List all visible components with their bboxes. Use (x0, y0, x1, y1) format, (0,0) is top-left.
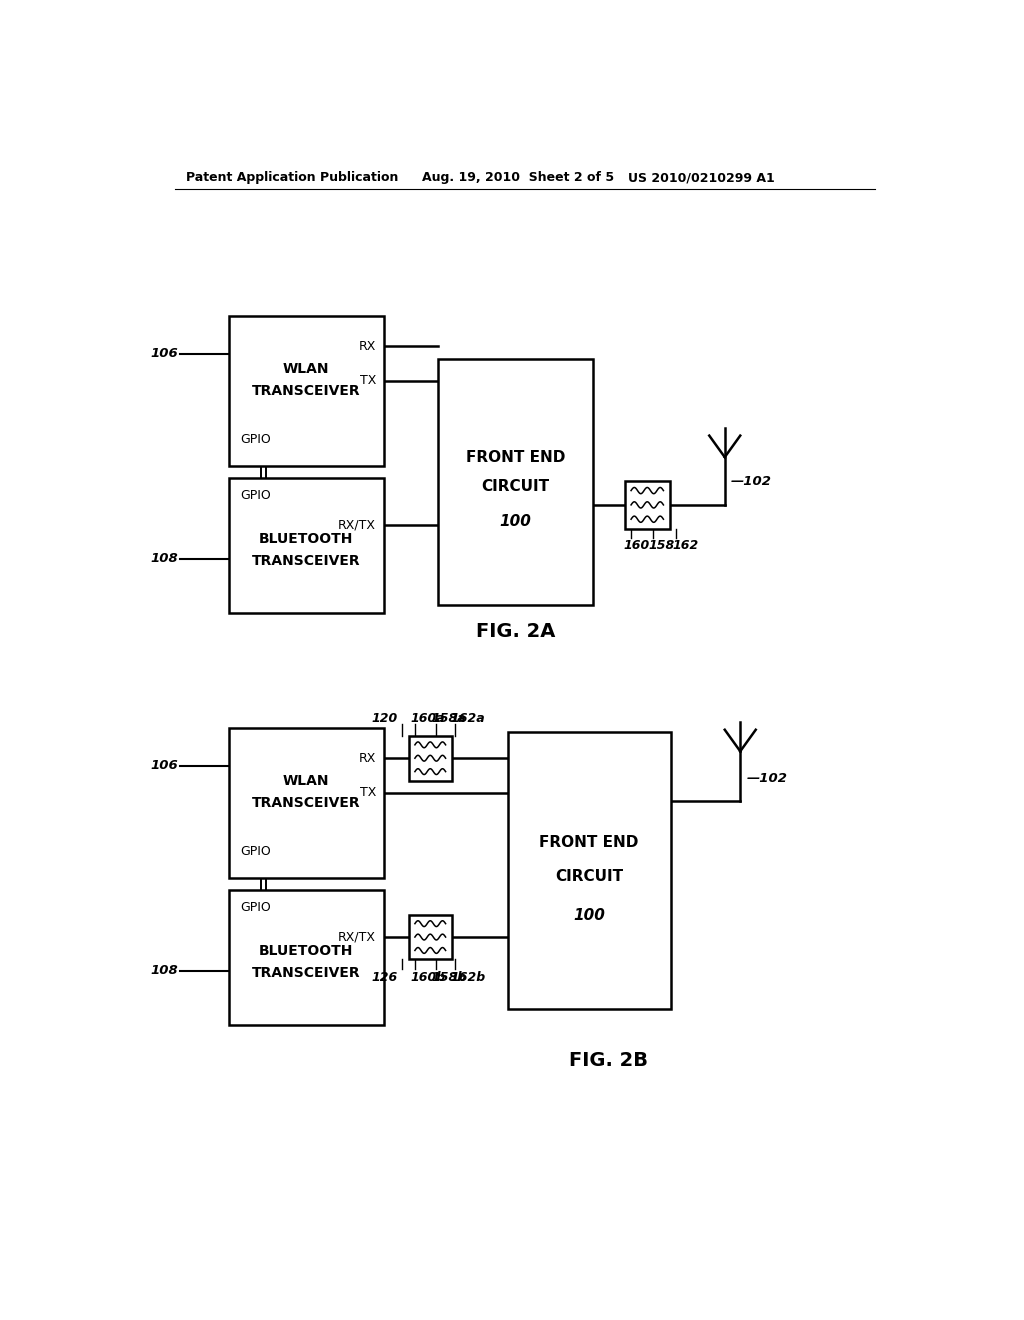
Text: TRANSCEIVER: TRANSCEIVER (252, 554, 360, 569)
Text: US 2010/0210299 A1: US 2010/0210299 A1 (628, 172, 774, 185)
Text: 100: 100 (573, 908, 605, 923)
Text: FIG. 2A: FIG. 2A (476, 623, 555, 642)
Text: 162: 162 (673, 539, 699, 552)
Bar (228, 890, 384, 1024)
Text: 108: 108 (151, 964, 178, 977)
Text: GPIO: GPIO (241, 902, 271, 913)
Text: TRANSCEIVER: TRANSCEIVER (252, 384, 360, 399)
Text: WLAN: WLAN (283, 774, 330, 788)
Text: 106: 106 (151, 347, 178, 360)
Text: 158b: 158b (432, 970, 467, 983)
Text: RX/TX: RX/TX (338, 519, 376, 532)
Text: 158a: 158a (432, 711, 466, 725)
Bar (409, 737, 452, 780)
Text: 162b: 162b (450, 970, 485, 983)
Text: 160: 160 (624, 539, 649, 552)
Text: 108: 108 (151, 552, 178, 565)
Bar (508, 733, 671, 1010)
Text: TRANSCEIVER: TRANSCEIVER (252, 966, 360, 981)
Text: GPIO: GPIO (241, 433, 271, 446)
Text: 120: 120 (372, 711, 398, 725)
Text: 160b: 160b (411, 970, 445, 983)
Bar (228, 729, 384, 878)
Text: FIG. 2B: FIG. 2B (569, 1051, 648, 1071)
Text: 160a: 160a (411, 711, 445, 725)
Text: TX: TX (359, 787, 376, 800)
Text: —102: —102 (746, 772, 787, 785)
Bar (409, 915, 452, 960)
Text: RX: RX (358, 339, 376, 352)
Text: 126: 126 (372, 970, 398, 983)
Text: 158: 158 (649, 539, 675, 552)
Text: CIRCUIT: CIRCUIT (555, 869, 624, 883)
Text: Aug. 19, 2010  Sheet 2 of 5: Aug. 19, 2010 Sheet 2 of 5 (423, 172, 614, 185)
Bar (228, 478, 384, 612)
Text: TX: TX (359, 375, 376, 387)
Text: 100: 100 (500, 513, 531, 529)
Text: Patent Application Publication: Patent Application Publication (186, 172, 398, 185)
Bar (228, 317, 384, 466)
Bar (625, 480, 670, 529)
Text: FRONT END: FRONT END (466, 450, 565, 465)
Text: —102: —102 (731, 475, 772, 488)
Text: BLUETOOTH: BLUETOOTH (259, 944, 353, 957)
Text: CIRCUIT: CIRCUIT (481, 479, 550, 494)
Text: 162a: 162a (450, 711, 484, 725)
Text: GPIO: GPIO (241, 488, 271, 502)
Bar (438, 359, 593, 605)
Text: TRANSCEIVER: TRANSCEIVER (252, 796, 360, 810)
Text: FRONT END: FRONT END (540, 836, 639, 850)
Text: GPIO: GPIO (241, 845, 271, 858)
Text: 106: 106 (151, 759, 178, 772)
Text: RX: RX (358, 751, 376, 764)
Text: WLAN: WLAN (283, 362, 330, 376)
Text: BLUETOOTH: BLUETOOTH (259, 532, 353, 545)
Text: RX/TX: RX/TX (338, 931, 376, 944)
